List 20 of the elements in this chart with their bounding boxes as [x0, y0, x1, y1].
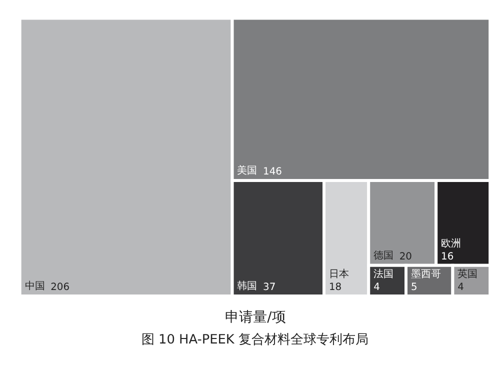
category-label: 美国 [237, 164, 258, 177]
data-label: 20 [399, 251, 412, 262]
category-label: 日本 [328, 268, 349, 280]
category-label: 法国 [374, 268, 394, 280]
text: 申请量/项 [225, 309, 286, 326]
category-label: 英国 [458, 268, 478, 280]
data-label: 4 [374, 282, 380, 294]
category-label: 中国 [24, 280, 45, 292]
data-label: 206 [50, 282, 70, 294]
category-label: 德国 [374, 250, 394, 262]
data-label: 5 [410, 282, 418, 294]
data-label: 16 [441, 251, 454, 262]
data-label: 37 [263, 282, 276, 294]
data-label: 18 [328, 282, 342, 294]
data-label: 146 [263, 166, 282, 178]
category-label: 墨西哥 [410, 269, 441, 280]
category-label: 欧洲 [441, 238, 462, 250]
text: 图 10 HA-PEEK 复合材料全球专利布局 [141, 332, 368, 348]
category-label: 韩国 [237, 280, 258, 292]
data-label: 4 [458, 282, 464, 294]
